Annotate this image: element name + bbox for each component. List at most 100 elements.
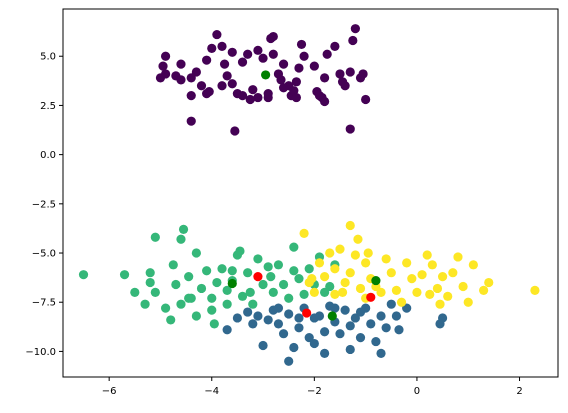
cluster-3-point — [412, 287, 422, 297]
cluster-0-point — [196, 81, 207, 91]
cluster-2-point — [130, 287, 140, 297]
cluster-0-point — [207, 43, 217, 53]
cluster-0-point — [296, 39, 307, 50]
cluster-2-point — [325, 281, 335, 292]
cluster-3-point — [448, 268, 458, 278]
x-tick-label: −6 — [102, 386, 117, 397]
cluster-0-point — [263, 89, 273, 99]
cluster-2-point — [140, 299, 150, 309]
cluster-2-point — [119, 270, 130, 280]
cluster-1-point — [284, 356, 294, 366]
cluster-2-point — [168, 260, 178, 270]
cluster-0-point — [348, 35, 358, 46]
cluster-3-point — [361, 258, 371, 268]
cluster-0-point — [340, 81, 350, 91]
cluster-0-point — [335, 69, 345, 79]
cluster-0-point — [309, 61, 319, 71]
y-tick-label: 0.0 — [40, 150, 56, 161]
cluster-3-point — [391, 285, 402, 296]
cluster-3-point — [463, 297, 473, 307]
cluster-3-point — [453, 252, 463, 262]
cluster-1-point — [335, 329, 345, 339]
cluster-0-point — [158, 61, 168, 71]
cluster-1-point — [340, 305, 350, 315]
cluster-3-point — [350, 250, 360, 260]
cluster-0-point — [258, 53, 268, 63]
cluster-2-point — [289, 242, 299, 252]
cluster-1-point — [355, 333, 366, 343]
cluster-0-point — [361, 94, 371, 105]
cluster-3-point — [320, 272, 330, 282]
cluster-0-point — [227, 79, 237, 89]
cluster-1-point — [309, 313, 319, 323]
cluster-0-point — [268, 31, 278, 42]
cluster-3-point — [345, 220, 355, 231]
cluster-0-point — [253, 92, 263, 103]
cluster-2-point — [253, 254, 263, 264]
green-centroid-point — [371, 275, 381, 286]
cluster-3-point — [330, 289, 340, 299]
cluster-2-point — [178, 224, 189, 235]
cluster-0-point — [330, 41, 340, 51]
cluster-3-point — [307, 274, 317, 284]
cluster-0-point — [219, 59, 230, 69]
cluster-3-point — [381, 254, 391, 264]
cluster-3-point — [468, 260, 478, 270]
cluster-2-point — [263, 262, 273, 272]
cluster-3-point — [417, 270, 427, 280]
cluster-0-point — [294, 63, 304, 73]
x-tick-label: 2 — [516, 386, 522, 397]
cluster-1-point — [248, 319, 258, 329]
cluster-0-point — [212, 29, 222, 40]
cluster-2-point — [222, 299, 232, 309]
cluster-0-point — [186, 73, 196, 83]
cluster-1-point — [289, 342, 299, 353]
cluster-0-point — [248, 85, 258, 95]
cluster-0-point — [217, 81, 227, 91]
points-layer — [78, 24, 540, 366]
cluster-3-point — [407, 274, 417, 284]
cluster-2-point — [145, 268, 155, 278]
cluster-2-point — [191, 311, 201, 321]
cluster-1-point — [222, 325, 232, 335]
cluster-3-point — [422, 250, 432, 260]
cluster-3-point — [314, 258, 325, 268]
cluster-0-point — [278, 83, 289, 93]
cluster-2-point — [202, 266, 212, 276]
cluster-0-point — [320, 73, 330, 83]
cluster-1-point — [381, 323, 391, 333]
cluster-3-point — [345, 268, 355, 278]
cluster-1-point — [391, 311, 402, 321]
cluster-0-point — [204, 87, 214, 97]
cluster-3-point — [435, 299, 445, 309]
cluster-0-point — [253, 45, 263, 55]
cluster-0-point — [237, 90, 248, 101]
red-centroid-point — [366, 292, 376, 302]
cluster-2-point — [284, 293, 294, 303]
cluster-1-point — [294, 313, 304, 323]
cluster-2-point — [217, 264, 227, 274]
cluster-1-point — [435, 319, 445, 329]
cluster-3-point — [425, 289, 435, 299]
green-centroid-point — [261, 70, 271, 80]
cluster-2-point — [273, 260, 284, 270]
cluster-3-point — [443, 291, 453, 301]
cluster-1-point — [273, 303, 284, 313]
red-centroid-point — [253, 272, 263, 282]
y-tick-label: −5.0 — [32, 249, 56, 260]
cluster-2-point — [235, 246, 245, 256]
cluster-1-point — [330, 303, 340, 313]
cluster-0-point — [358, 69, 368, 79]
y-tick-label: −7.5 — [32, 298, 56, 309]
cluster-3-point — [386, 268, 396, 278]
cluster-0-point — [345, 67, 355, 77]
cluster-0-point — [186, 90, 196, 101]
cluster-1-point — [243, 307, 253, 317]
cluster-2-point — [150, 287, 160, 297]
cluster-1-point — [355, 307, 366, 317]
cluster-0-point — [176, 59, 186, 69]
cluster-0-point — [345, 124, 355, 134]
cluster-3-point — [432, 283, 443, 294]
cluster-2-point — [78, 270, 89, 280]
cluster-2-point — [248, 299, 258, 309]
